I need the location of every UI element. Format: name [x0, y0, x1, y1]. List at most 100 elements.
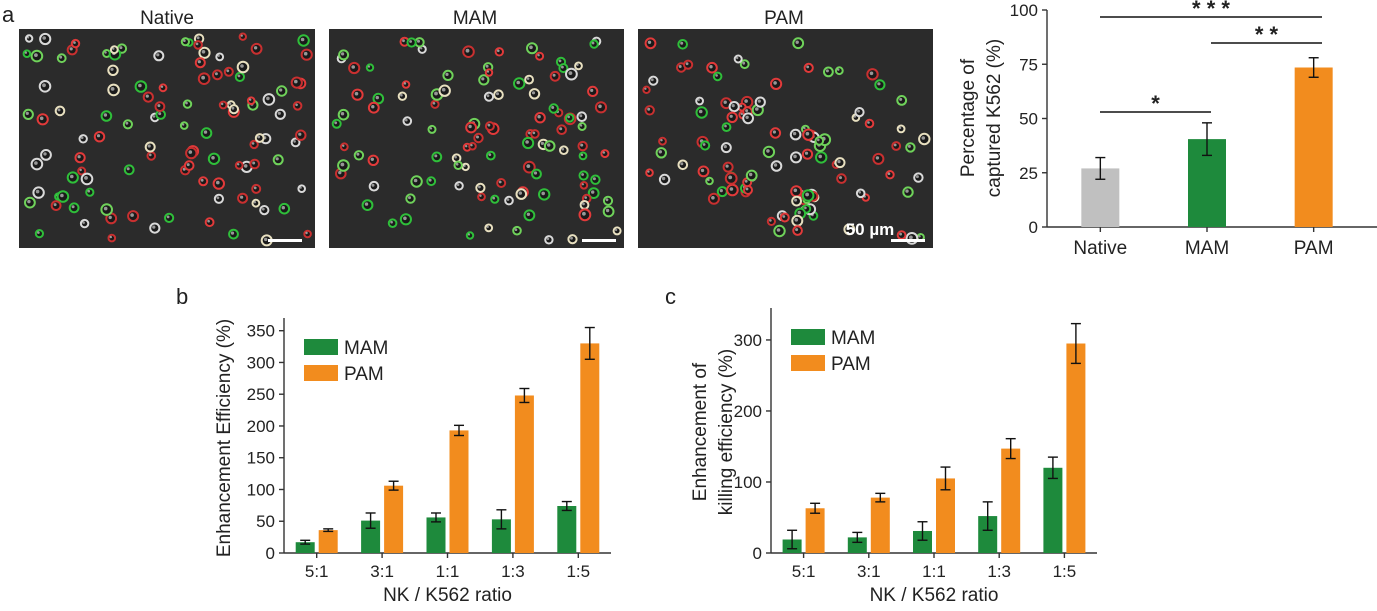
- y-tick-label: 0: [266, 544, 275, 563]
- cell: [34, 229, 45, 239]
- y-axis-label-line: Enhancement Efficiency (%): [214, 319, 235, 557]
- cell: [695, 96, 704, 106]
- cell-highlight: [581, 183, 585, 186]
- cell-highlight: [592, 177, 596, 181]
- cell: [477, 192, 486, 202]
- cell-highlight: [207, 219, 210, 223]
- cell-highlight: [749, 172, 753, 177]
- cell-highlight: [35, 189, 40, 194]
- cell-highlight: [590, 88, 594, 92]
- cell-highlight: [742, 61, 746, 65]
- cell: [648, 75, 659, 86]
- bar-pam-1: [870, 497, 890, 553]
- cell: [524, 74, 534, 85]
- cell: [122, 119, 134, 130]
- cell: [559, 145, 569, 155]
- micrograph-pam: 50 µm: [638, 29, 933, 248]
- y-tick-label: 200: [247, 417, 275, 436]
- cell-highlight: [467, 233, 471, 236]
- cell-highlight: [130, 213, 134, 217]
- cell: [180, 37, 190, 47]
- cell-highlight: [125, 121, 129, 125]
- cell-highlight: [305, 231, 308, 235]
- cell-highlight: [152, 115, 156, 118]
- cell-highlight: [516, 80, 520, 85]
- cell-highlight: [230, 231, 235, 235]
- cell-highlight: [766, 149, 770, 153]
- scale-bar-label: 50 µm: [846, 220, 895, 239]
- cell-highlight: [825, 69, 829, 73]
- cell-highlight: [240, 34, 243, 37]
- cell: [297, 184, 307, 193]
- cell-highlight: [877, 82, 881, 86]
- cell-highlight: [486, 70, 490, 73]
- cell-highlight: [537, 54, 540, 57]
- cell-highlight: [795, 228, 799, 232]
- panel-label-c: c: [665, 284, 676, 309]
- y-axis-label-line: killing efficiency (%): [716, 349, 737, 515]
- cell-highlight: [109, 235, 113, 239]
- cell: [107, 233, 117, 243]
- cell-highlight: [34, 161, 38, 165]
- cell-highlight: [797, 210, 801, 215]
- cell-highlight: [119, 46, 123, 50]
- cell-highlight: [561, 147, 565, 151]
- cell: [215, 52, 225, 62]
- cell: [430, 99, 440, 109]
- x-tick-label: 1:1: [436, 562, 460, 581]
- chart-c-killing-efficiency: 0 100 200 300 5:1 3:1 1:1 1:3 1:5 NK / K562 ratio…: [690, 308, 1097, 606]
- cell: [574, 61, 583, 71]
- cell-highlight: [518, 191, 522, 195]
- cell-highlight: [370, 157, 374, 161]
- legend-label-mam: MAM: [831, 328, 875, 349]
- cell: [228, 104, 239, 115]
- cell: [885, 170, 895, 180]
- cell: [164, 212, 175, 223]
- cell-highlight: [702, 143, 706, 146]
- cell-highlight: [82, 221, 85, 224]
- bar-pam-4: [1066, 343, 1086, 553]
- bar-pam-2: [936, 478, 955, 553]
- cell-highlight: [803, 126, 806, 130]
- cell-highlight: [867, 121, 870, 124]
- x-tick-label: 1:1: [922, 562, 946, 581]
- cell-highlight: [413, 178, 418, 183]
- cell-highlight: [551, 106, 555, 109]
- cell-highlight: [678, 65, 682, 68]
- cell-highlight: [591, 41, 595, 45]
- cell: [504, 195, 514, 206]
- cell-highlight: [367, 65, 371, 68]
- cell: [468, 141, 477, 151]
- cell-highlight: [580, 153, 584, 157]
- cell-highlight: [428, 178, 432, 182]
- cell: [70, 38, 81, 49]
- cell-highlight: [584, 196, 587, 199]
- cell: [365, 63, 375, 72]
- cell: [779, 212, 790, 223]
- cell: [461, 162, 470, 172]
- cell-highlight: [240, 64, 244, 68]
- cell-highlight: [918, 235, 921, 238]
- cell: [558, 63, 569, 74]
- cell-highlight: [540, 141, 545, 145]
- cell-highlight: [69, 47, 73, 51]
- cell-highlight: [251, 142, 255, 145]
- cell-highlight: [253, 186, 257, 190]
- cell: [683, 59, 694, 70]
- cell: [700, 140, 711, 151]
- cell-highlight: [39, 116, 44, 121]
- cell-highlight: [552, 73, 556, 77]
- cell: [78, 134, 88, 144]
- cell: [24, 34, 34, 43]
- cell-highlight: [644, 87, 647, 90]
- micrograph-title-mam: MAM: [453, 8, 497, 29]
- x-axis-label: NK / K562 ratio: [870, 585, 999, 606]
- cell-highlight: [805, 131, 810, 136]
- cell-highlight: [43, 152, 47, 156]
- bar-mam-4: [557, 506, 577, 553]
- cell-highlight: [371, 105, 375, 109]
- cell: [496, 178, 507, 188]
- cell: [565, 113, 575, 123]
- cell-highlight: [253, 46, 258, 50]
